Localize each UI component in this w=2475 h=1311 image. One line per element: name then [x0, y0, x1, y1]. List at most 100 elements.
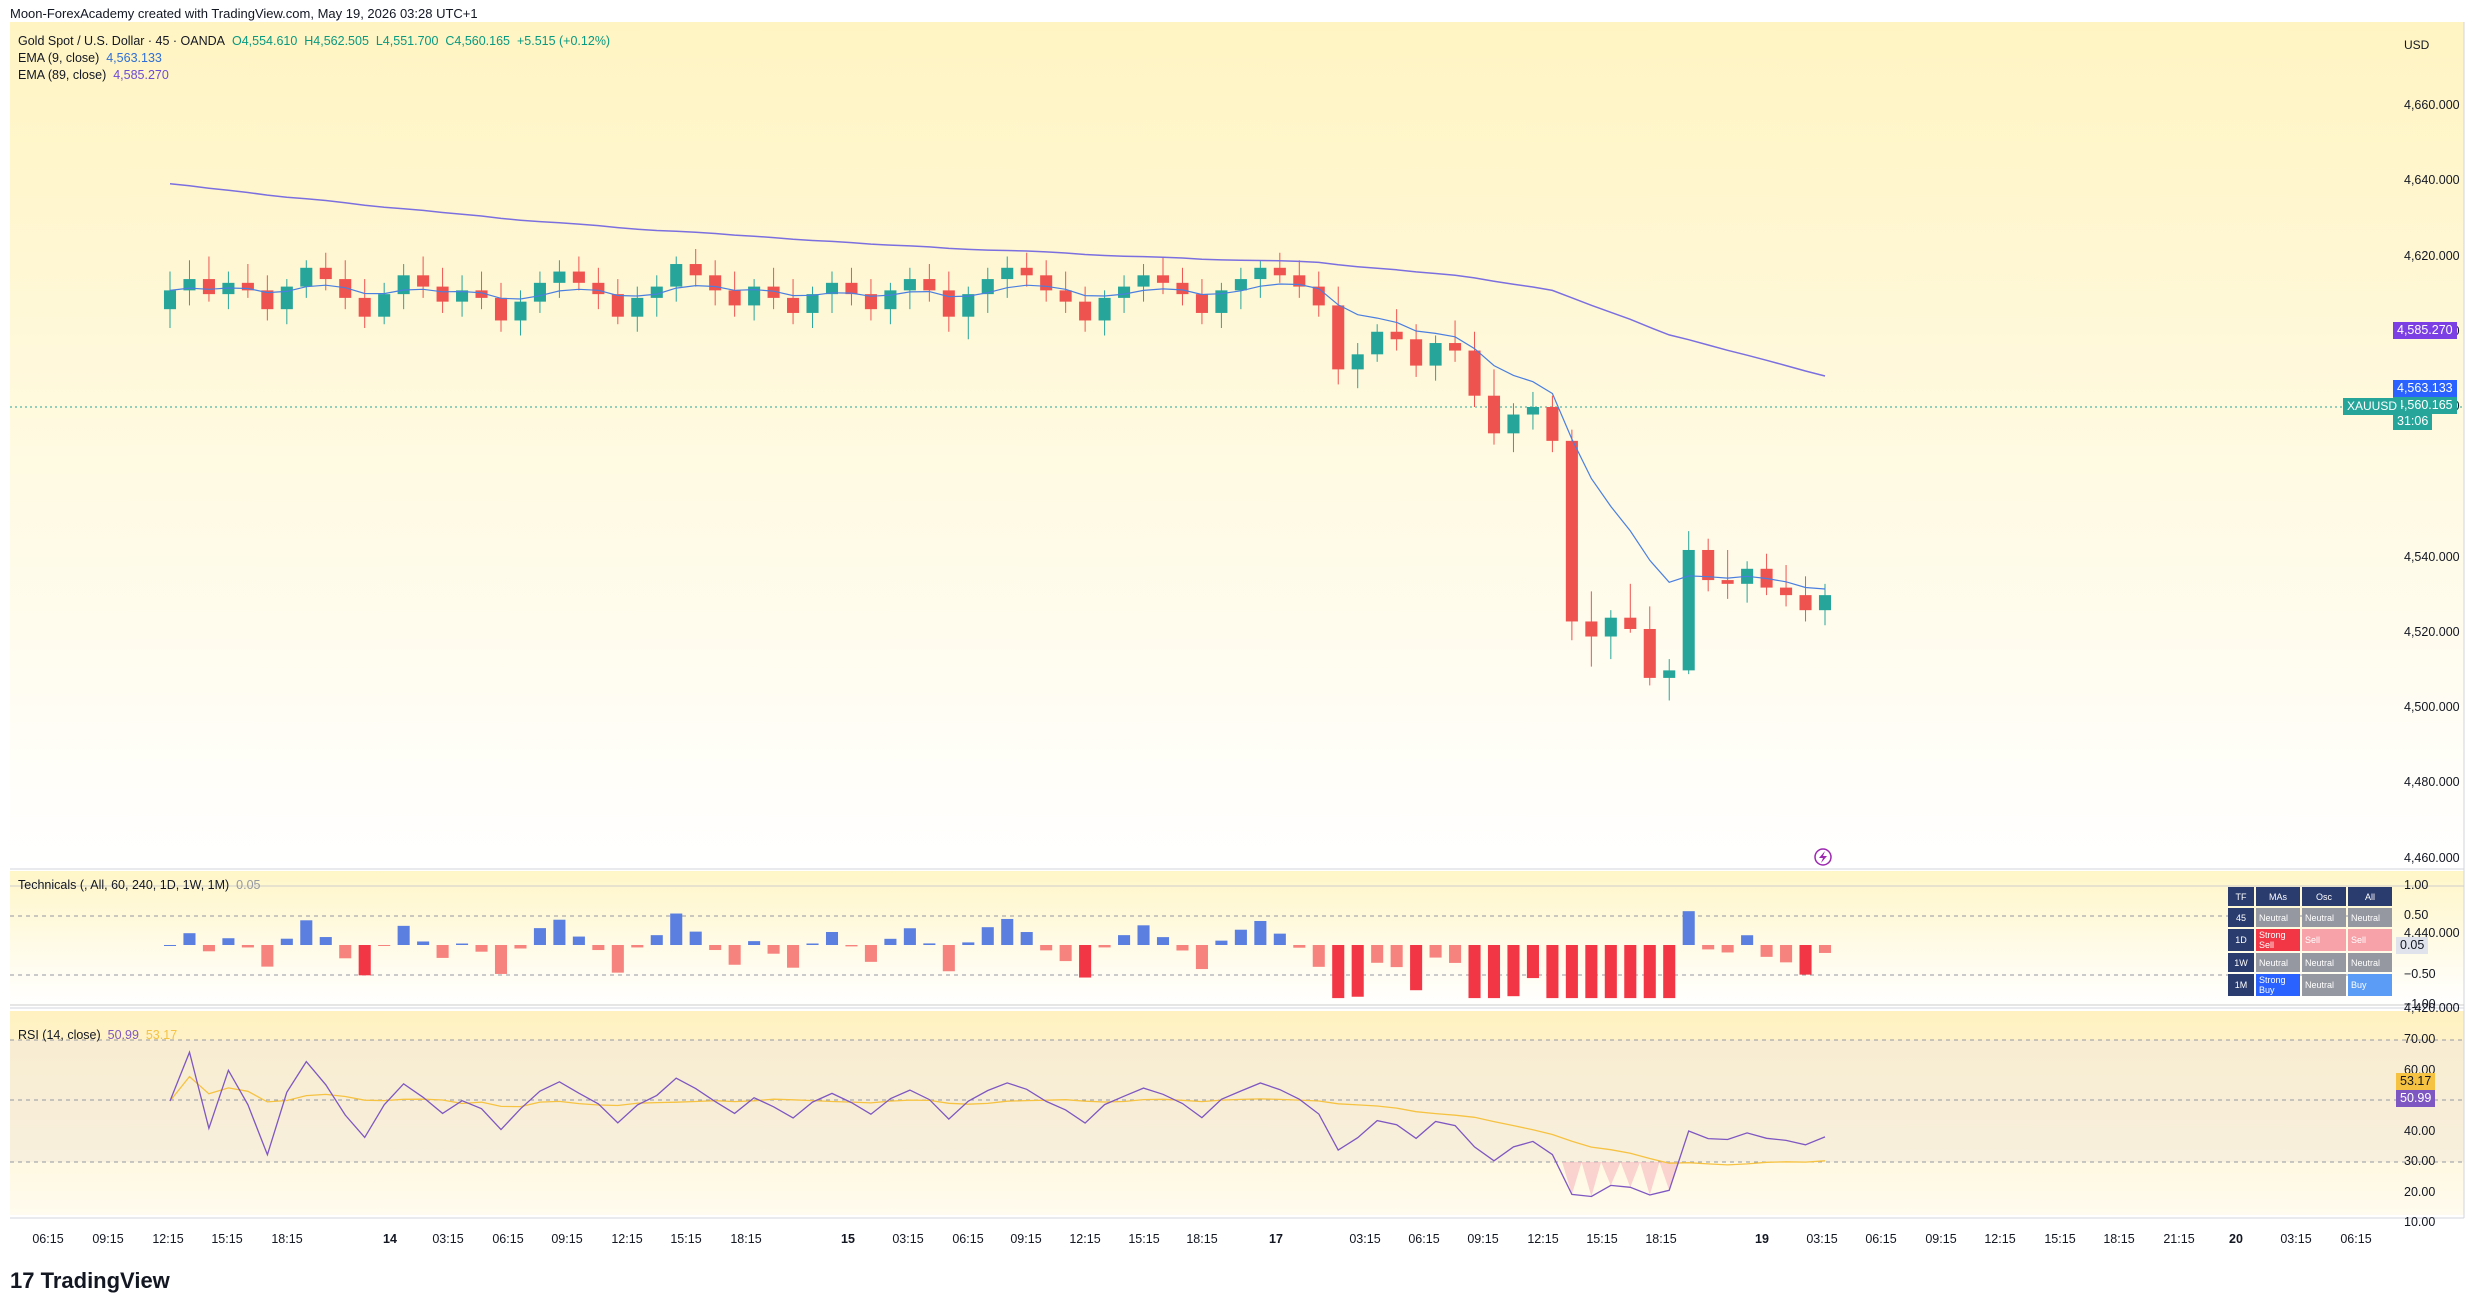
candle-body[interactable]	[1799, 595, 1812, 611]
candle-body[interactable]	[241, 282, 254, 291]
candle-body[interactable]	[1020, 267, 1033, 276]
rsi-legend[interactable]: RSI (14, close) 50.99 53.17	[18, 1028, 177, 1042]
candle-body[interactable]	[1818, 595, 1832, 611]
candle-body[interactable]	[553, 271, 566, 283]
candle-body[interactable]	[572, 271, 585, 283]
candle-body[interactable]	[163, 290, 177, 310]
candle-body[interactable]	[1390, 331, 1403, 340]
ema9-legend[interactable]: EMA (9, close) 4,563.133	[18, 51, 162, 65]
candle-body[interactable]	[1351, 354, 1364, 370]
candle-body[interactable]	[1234, 279, 1247, 291]
candle-body[interactable]	[962, 294, 975, 317]
candle-body[interactable]	[456, 290, 469, 302]
candle-body[interactable]	[1487, 395, 1501, 434]
candle-body[interactable]	[183, 279, 196, 291]
ema89-legend[interactable]: EMA (89, close) 4,585.270	[18, 68, 169, 82]
technicals-legend[interactable]: Technicals (, All, 60, 240, 1D, 1W, 1M) …	[18, 878, 261, 892]
candle-body[interactable]	[767, 286, 780, 298]
candle-body[interactable]	[1001, 267, 1014, 280]
candle-body[interactable]	[864, 294, 877, 310]
candle-body[interactable]	[981, 279, 994, 295]
candle-body[interactable]	[748, 286, 761, 306]
lightning-icon[interactable]	[1814, 848, 1832, 866]
candle-body[interactable]	[1079, 301, 1092, 321]
candle-body[interactable]	[261, 290, 274, 310]
candle-body[interactable]	[1273, 267, 1286, 276]
candle-body[interactable]	[378, 294, 391, 317]
candle-body[interactable]	[514, 301, 527, 321]
candle-body[interactable]	[300, 267, 313, 287]
candle-body[interactable]	[1195, 294, 1208, 313]
candle-body[interactable]	[631, 297, 644, 317]
candle-body[interactable]	[1429, 343, 1442, 366]
candle-body[interactable]	[884, 290, 897, 310]
candle-body[interactable]	[533, 282, 546, 302]
technicals-bar	[553, 919, 566, 945]
candle-body[interactable]	[650, 286, 663, 298]
candle-body[interactable]	[592, 282, 605, 295]
candle-body[interactable]	[709, 275, 722, 291]
candle-body[interactable]	[1624, 617, 1637, 629]
candle-body[interactable]	[1176, 282, 1189, 295]
technicals-bar	[163, 945, 177, 946]
candle-body[interactable]	[494, 297, 508, 321]
candle-body[interactable]	[1780, 587, 1793, 596]
candle-body[interactable]	[923, 279, 936, 291]
candle-body[interactable]	[417, 275, 430, 287]
candle-body[interactable]	[689, 264, 702, 276]
candle-body[interactable]	[1410, 339, 1423, 366]
candle-body[interactable]	[475, 290, 488, 298]
candle-body[interactable]	[942, 290, 955, 317]
candle-body[interactable]	[611, 294, 624, 317]
candle-body[interactable]	[1702, 549, 1715, 581]
candle-body[interactable]	[728, 290, 741, 306]
candle-body[interactable]	[903, 279, 916, 291]
candle-body[interactable]	[1663, 670, 1676, 678]
candle-body[interactable]	[358, 297, 371, 317]
technicals-bar	[1818, 945, 1832, 953]
technicals-bar	[611, 945, 624, 973]
candle-body[interactable]	[1526, 407, 1539, 415]
candle-body[interactable]	[1585, 621, 1598, 637]
candle-body[interactable]	[1215, 290, 1228, 313]
candle-body[interactable]	[436, 286, 449, 302]
candle-body[interactable]	[319, 267, 332, 280]
price-tick: 4,520.000	[2404, 624, 2460, 639]
candle-body[interactable]	[1098, 297, 1111, 321]
technicals-tick: 1.00	[2404, 878, 2429, 892]
candle-body[interactable]	[806, 294, 819, 313]
candle-body[interactable]	[280, 286, 293, 310]
candle-body[interactable]	[1137, 275, 1150, 287]
time-tick: 12:15	[1527, 1232, 1559, 1246]
currency-label[interactable]: USD	[2404, 38, 2430, 52]
candle-body[interactable]	[787, 297, 800, 313]
candle-body[interactable]	[1040, 275, 1053, 291]
price-tick: 4,480.000	[2404, 775, 2460, 790]
candle-body[interactable]	[1604, 617, 1617, 637]
candle-body[interactable]	[1156, 275, 1170, 283]
candle-body[interactable]	[1468, 350, 1481, 396]
candle-body[interactable]	[1643, 628, 1656, 678]
candle-body[interactable]	[1565, 440, 1578, 622]
candle-body[interactable]	[1332, 305, 1345, 370]
candle-body[interactable]	[1507, 414, 1520, 434]
candle-body[interactable]	[845, 282, 858, 295]
candle-body[interactable]	[1721, 580, 1734, 584]
candle-body[interactable]	[670, 264, 683, 287]
candle-body[interactable]	[1682, 549, 1695, 671]
table-cell: Neutral	[2256, 953, 2300, 972]
candle-body[interactable]	[1449, 343, 1462, 351]
candle-body[interactable]	[1371, 331, 1384, 355]
candle-body[interactable]	[825, 282, 839, 295]
rsi-oversold-fill	[1562, 1162, 1679, 1197]
candle-body[interactable]	[1059, 290, 1072, 302]
candle-body[interactable]	[339, 279, 352, 298]
candle-body[interactable]	[1254, 267, 1267, 280]
candle-body[interactable]	[202, 279, 215, 295]
symbol-title[interactable]: Gold Spot / U.S. Dollar · 45 · OANDA	[18, 34, 226, 48]
candle-body[interactable]	[1546, 407, 1559, 441]
candle-body[interactable]	[1118, 286, 1131, 298]
candle-body[interactable]	[1293, 275, 1306, 287]
technicals-bar	[1390, 945, 1403, 968]
